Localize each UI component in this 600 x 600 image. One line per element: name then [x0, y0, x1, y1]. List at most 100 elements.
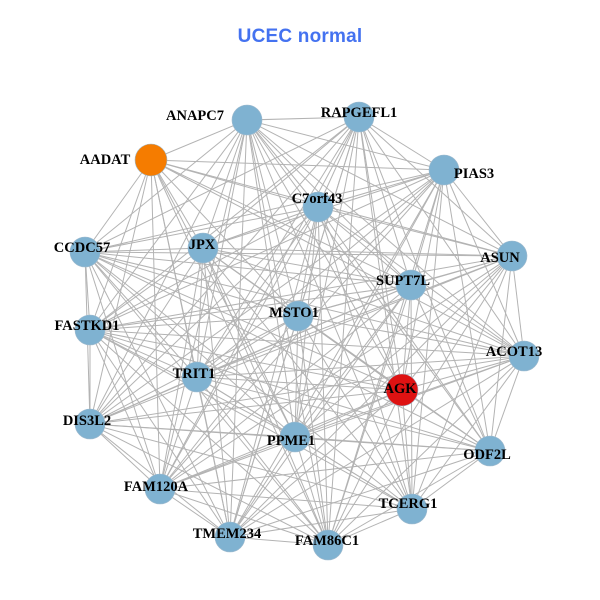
graph-edge: [294, 255, 513, 438]
edge-layer: [84, 116, 525, 546]
graph-node-asun[interactable]: [496, 240, 528, 272]
graph-edge: [401, 255, 513, 391]
graph-edge: [358, 116, 525, 357]
graph-edge: [159, 436, 296, 490]
graph-node-dis3l2[interactable]: [74, 408, 106, 440]
graph-edge: [229, 389, 403, 538]
graph-edge: [229, 508, 413, 538]
graph-edge: [327, 255, 513, 546]
graph-edge: [196, 376, 403, 391]
graph-edge: [89, 355, 525, 425]
graph-node-aadat[interactable]: [134, 143, 168, 177]
graph-node-acot13[interactable]: [508, 340, 540, 372]
graph-edge: [443, 169, 513, 257]
graph-edge: [202, 247, 412, 286]
graph-node-supt7l[interactable]: [395, 269, 427, 301]
graph-edge: [89, 423, 161, 490]
graph-edge: [411, 450, 491, 510]
graph-node-jpx[interactable]: [187, 232, 219, 264]
graph-edge: [246, 119, 445, 171]
graph-node-tcerg1[interactable]: [396, 493, 428, 525]
graph-edge: [150, 159, 299, 317]
graph-edge: [229, 436, 296, 538]
graph-edge: [443, 169, 525, 357]
graph-edge: [150, 159, 329, 546]
graph-edge: [410, 284, 525, 357]
graph-edge: [84, 169, 445, 253]
graph-edge: [411, 255, 513, 510]
graph-edge: [401, 389, 491, 452]
graph-edge: [358, 116, 413, 510]
graph-edge: [202, 247, 513, 257]
graph-edge: [159, 284, 412, 490]
graph-edge: [89, 423, 329, 546]
graph-edge: [84, 247, 204, 253]
page-title: UCEC normal: [237, 26, 363, 47]
graph-edge: [401, 284, 412, 391]
graph-edge: [159, 247, 204, 490]
graph-edge: [89, 247, 204, 425]
graph-edge: [246, 119, 296, 438]
graph-node-fam86c1[interactable]: [312, 529, 344, 561]
graph-edge: [89, 329, 231, 538]
graph-edge: [196, 206, 319, 378]
graph-edge: [489, 355, 525, 452]
graph-edge: [229, 355, 525, 538]
graph-edge: [150, 159, 525, 357]
graph-node-agk[interactable]: [385, 373, 419, 407]
graph-edge: [84, 159, 152, 253]
graph-edge: [159, 488, 413, 510]
node-layer: [69, 101, 540, 561]
graph-edge: [196, 255, 513, 378]
graph-edge: [317, 206, 413, 510]
graph-node-ppme1[interactable]: [279, 421, 311, 453]
graph-edge: [89, 329, 198, 378]
graph-node-fam120a[interactable]: [144, 473, 176, 505]
graph-node-msto1[interactable]: [282, 300, 314, 332]
graph-edge: [84, 251, 513, 257]
graph-edge: [89, 376, 198, 425]
graph-node-pias3[interactable]: [428, 154, 460, 186]
graph-edge: [327, 355, 525, 546]
graph-edge: [317, 169, 445, 208]
graph-edge: [89, 329, 161, 490]
graph-edge: [89, 255, 513, 331]
graph-edge: [202, 247, 413, 510]
graph-edge: [202, 247, 231, 538]
graph-edge: [89, 169, 445, 425]
graph-edge: [358, 116, 403, 391]
graph-node-fastkd1[interactable]: [74, 314, 106, 346]
graph-node-tmem234[interactable]: [214, 521, 246, 553]
graph-edge: [229, 284, 412, 538]
graph-edge: [159, 488, 329, 546]
graph-edge: [89, 116, 360, 331]
graph-edge: [84, 251, 161, 490]
graph-edge: [202, 247, 296, 438]
graph-edge: [297, 169, 445, 317]
graph-edge: [89, 315, 299, 331]
graph-node-c7orf43[interactable]: [302, 191, 334, 223]
graph-edge: [511, 255, 525, 357]
graph-edge: [150, 159, 445, 171]
graph-node-anapc7[interactable]: [231, 104, 263, 136]
graph-edge: [150, 159, 161, 490]
graph-edge: [317, 116, 360, 208]
graph-edge: [327, 389, 403, 546]
graph-edge: [89, 284, 412, 331]
graph-node-odf2l[interactable]: [474, 435, 506, 467]
graph-edge: [89, 389, 403, 425]
graph-node-rapgefl1[interactable]: [343, 101, 375, 133]
graph-edge: [297, 284, 412, 317]
graph-edge: [246, 119, 513, 257]
graph-edge: [196, 169, 445, 378]
graph-node-ccdc57[interactable]: [69, 236, 101, 268]
graph-edge: [89, 329, 525, 357]
graph-edge: [294, 284, 412, 438]
graph-edge: [246, 119, 403, 391]
graph-edge: [89, 116, 360, 425]
graph-edge: [297, 315, 413, 510]
graph-node-trit1[interactable]: [181, 361, 213, 393]
graph-edge: [84, 251, 198, 378]
graph-edge: [159, 450, 491, 490]
